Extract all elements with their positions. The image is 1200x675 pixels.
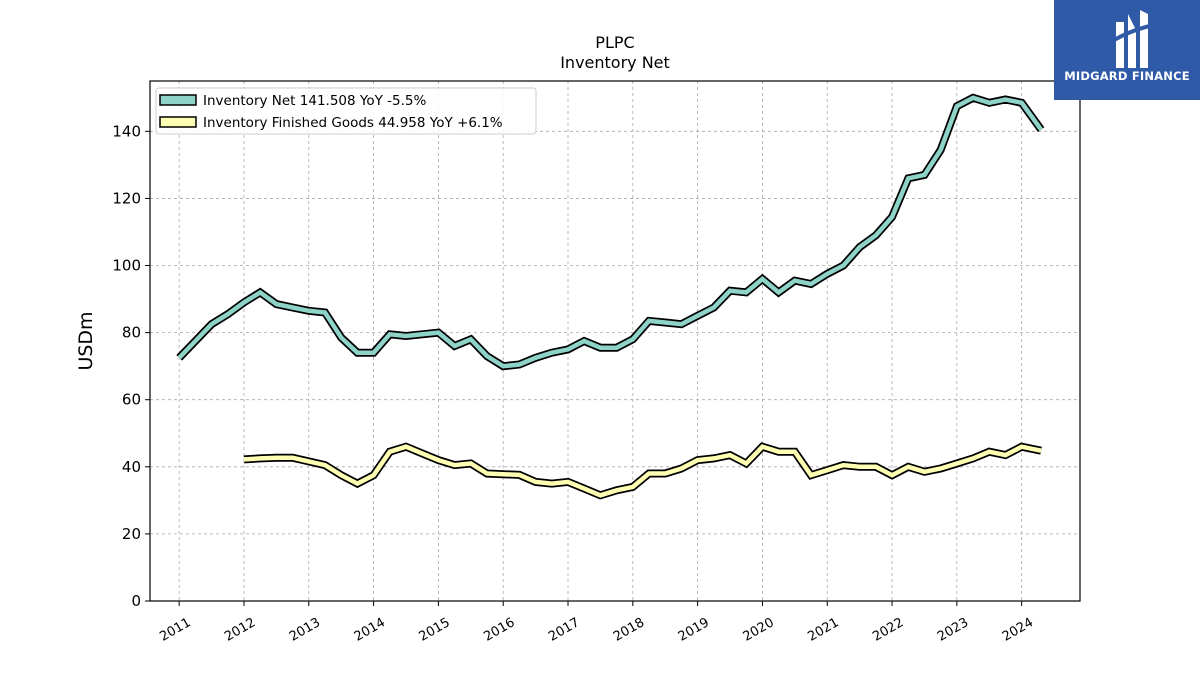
chart-title: PLPC (595, 33, 634, 52)
x-tick-label: 2014 (352, 615, 388, 645)
x-tick-label: 2012 (222, 615, 258, 645)
x-tick-label: 2020 (741, 615, 777, 645)
series-1 (243, 442, 1042, 500)
x-tick-label: 2017 (546, 615, 582, 645)
legend-entry: Inventory Net 141.508 YoY -5.5% (203, 93, 426, 109)
series-line (243, 444, 1042, 498)
y-axis-label: USDm (75, 311, 97, 370)
x-tick-label: 2021 (805, 615, 841, 645)
y-tick-label: 140 (112, 122, 141, 140)
series-line (177, 95, 1043, 369)
x-tick-label: 2022 (870, 615, 906, 645)
legend-swatch (159, 116, 197, 128)
legend-box (155, 87, 537, 135)
x-tick-label: 2024 (1000, 615, 1036, 645)
grid-lines (150, 81, 1080, 602)
y-tick-label: 40 (122, 458, 141, 476)
y-tick-label: 0 (131, 592, 141, 610)
chart-subtitle: Inventory Net (560, 53, 670, 72)
series-layer (176, 93, 1045, 500)
legend-entry: Inventory Finished Goods 44.958 YoY +6.1… (203, 115, 503, 131)
series-0 (176, 93, 1045, 371)
logo-text: MIDGARD FINANCE (1064, 69, 1190, 83)
x-tick-label: 2013 (287, 615, 323, 645)
plot-area (149, 80, 1081, 602)
y-tick-label: 80 (122, 324, 141, 342)
y-tick-label: 100 (112, 257, 141, 275)
x-tick-label: 2023 (935, 615, 971, 645)
legend: Inventory Net 141.508 YoY -5.5% Inventory… (155, 87, 537, 135)
x-tick-label: 2019 (676, 615, 712, 645)
y-tick-label: 60 (122, 391, 141, 409)
x-tick-label: 2018 (611, 615, 647, 645)
y-tick-label: 20 (122, 525, 141, 543)
logo-mark-icon (1113, 10, 1151, 68)
x-tick-label: 2011 (157, 615, 193, 645)
y-tick-label: 120 (112, 189, 141, 207)
x-tick-label: 2016 (481, 615, 517, 645)
legend-swatch (159, 94, 197, 106)
x-tick-label: 2015 (417, 615, 453, 645)
midgard-finance-logo: MIDGARD FINANCE (1054, 0, 1200, 100)
